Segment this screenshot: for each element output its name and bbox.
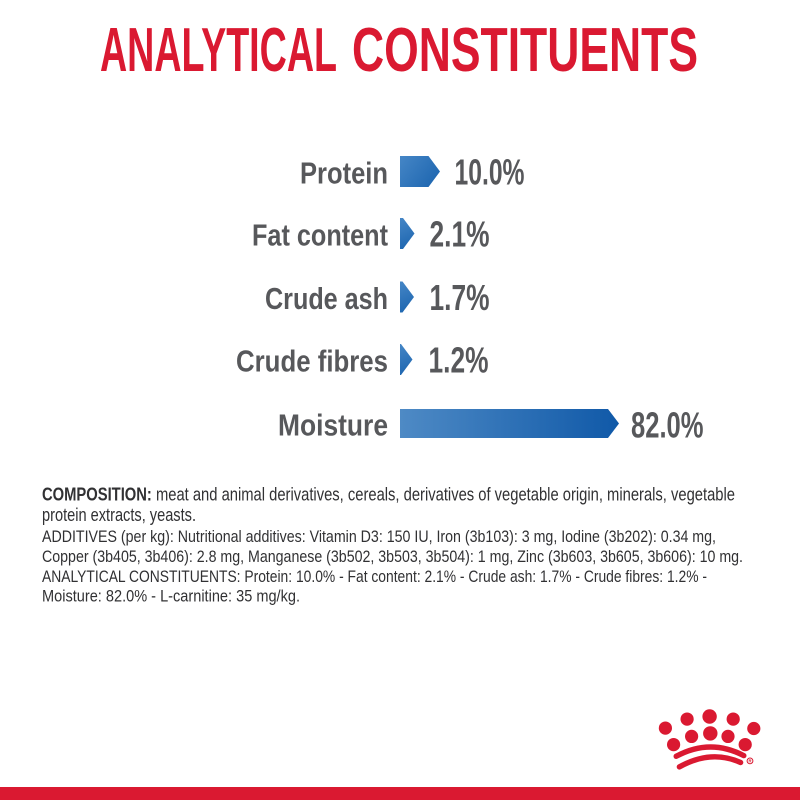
svg-text:Fat content: Fat content xyxy=(252,219,388,253)
svg-text:Protein: Protein xyxy=(300,157,388,191)
svg-text:R: R xyxy=(748,759,751,764)
svg-text:2.1%: 2.1% xyxy=(430,214,490,255)
svg-text:1.7%: 1.7% xyxy=(430,277,490,318)
svg-text:82.0%: 82.0% xyxy=(631,405,704,446)
svg-text:1.2%: 1.2% xyxy=(429,340,489,381)
svg-text:10.0%: 10.0% xyxy=(455,152,525,193)
svg-text:CONSTITUENTS: CONSTITUENTS xyxy=(352,15,698,85)
svg-text:ANALYTICAL CONSTITUENTS: Prote: ANALYTICAL CONSTITUENTS: Protein: 10.0% … xyxy=(42,568,707,586)
svg-text:ADDITIVES (per kg): Nutritiona: ADDITIVES (per kg): Nutritional additive… xyxy=(42,528,716,546)
svg-text:Copper (3b405, 3b406): 2.8 mg,: Copper (3b405, 3b406): 2.8 mg, Manganese… xyxy=(42,548,743,566)
svg-text:Crude ash: Crude ash xyxy=(265,282,388,316)
svg-text:ANALYTICAL: ANALYTICAL xyxy=(100,15,337,85)
svg-text:Crude fibres: Crude fibres xyxy=(236,345,388,379)
svg-text:Moisture: 82.0% - L-carnitine:: Moisture: 82.0% - L-carnitine: 35 mg/kg. xyxy=(42,588,300,606)
svg-text:COMPOSITION: meat and animal d: COMPOSITION: meat and animal derivatives… xyxy=(42,484,735,505)
svg-text:protein extracts, yeasts.: protein extracts, yeasts. xyxy=(42,504,196,525)
svg-text:Moisture: Moisture xyxy=(278,409,388,443)
